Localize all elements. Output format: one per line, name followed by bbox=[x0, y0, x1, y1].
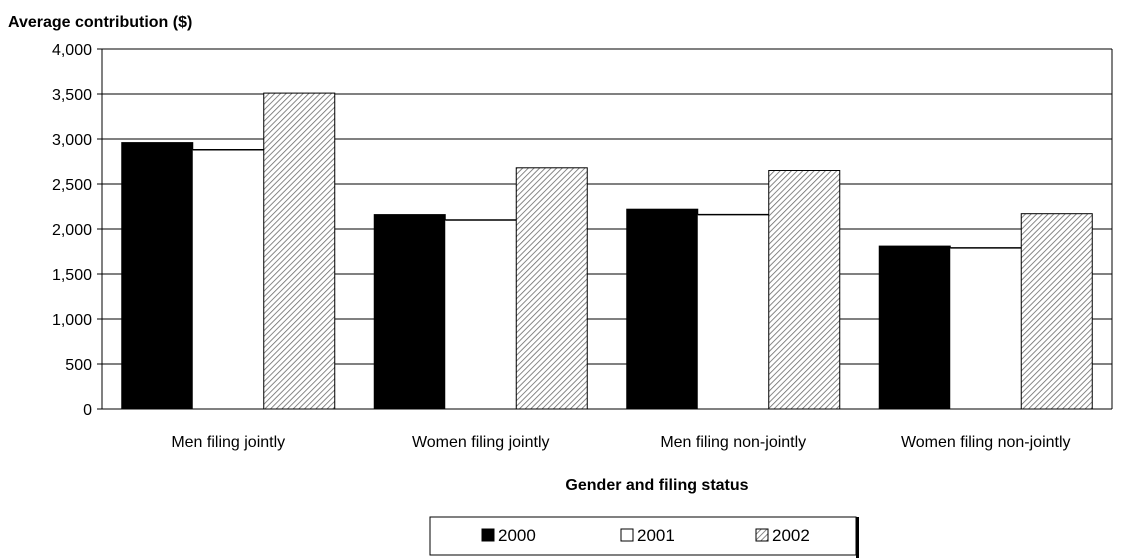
y-tick-label: 4,000 bbox=[52, 42, 92, 59]
x-tick-label: Women filing jointly bbox=[412, 434, 550, 451]
bar-2002-1 bbox=[263, 92, 336, 410]
legend-swatch-2002 bbox=[755, 528, 769, 542]
y-tick-label: 2,000 bbox=[52, 222, 92, 239]
legend-swatch-2001 bbox=[620, 528, 634, 542]
x-tick-label: Men filing non-jointly bbox=[660, 434, 806, 451]
bar-2000-4 bbox=[878, 245, 951, 410]
y-axis-ticks: 0 500 1,000 1,500 2,000 2,500 3,000 3,500 4,000 bbox=[52, 42, 102, 419]
x-tick-label: Men filing jointly bbox=[171, 434, 285, 451]
y-tick-label: 1,000 bbox=[52, 312, 92, 329]
y-tick-label: 3,000 bbox=[52, 132, 92, 149]
y-tick-label: 3,500 bbox=[52, 87, 92, 104]
bars bbox=[121, 92, 1093, 410]
y-axis-title: Average contribution ($) bbox=[8, 14, 192, 31]
x-tick-label: Women filing non-jointly bbox=[901, 434, 1071, 451]
y-tick-label: 500 bbox=[65, 357, 92, 374]
x-axis-title: Gender and filing status bbox=[565, 477, 748, 494]
y-tick-label: 1,500 bbox=[52, 267, 92, 284]
bar-2002-4 bbox=[1020, 213, 1093, 410]
bar-2002-2 bbox=[515, 167, 588, 410]
y-tick-label: 0 bbox=[83, 402, 92, 419]
legend-label-2001: 2001 bbox=[637, 526, 675, 545]
bar-2001-4 bbox=[950, 247, 1022, 409]
bar-2001-2 bbox=[445, 220, 517, 409]
legend-label-2000: 2000 bbox=[498, 526, 536, 545]
y-tick-label: 2,500 bbox=[52, 177, 92, 194]
x-axis-ticks: Men filing jointly Women filing jointly Me… bbox=[171, 434, 1070, 451]
bar-2001-3 bbox=[697, 214, 769, 409]
legend: 2000 2001 2002 bbox=[429, 516, 859, 558]
bar-2000-3 bbox=[626, 208, 699, 410]
legend-shadow bbox=[856, 517, 859, 558]
bar-2000-2 bbox=[373, 214, 446, 410]
bar-2002-3 bbox=[768, 170, 841, 410]
legend-box bbox=[429, 516, 857, 556]
legend-label-2002: 2002 bbox=[772, 526, 810, 545]
legend-swatch-2000 bbox=[481, 528, 495, 542]
bar-2000-1 bbox=[121, 142, 194, 410]
bar-2001-1 bbox=[192, 149, 264, 410]
